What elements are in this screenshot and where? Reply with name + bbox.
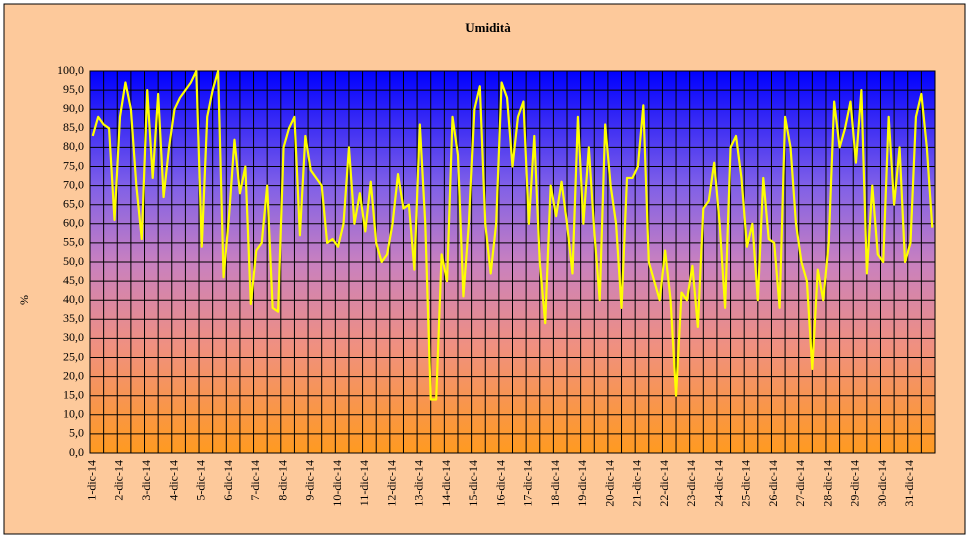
y-tick-label: 55,0 bbox=[63, 235, 84, 249]
x-tick-label: 20-dic-14 bbox=[602, 460, 616, 507]
y-axis-label: % bbox=[17, 295, 31, 305]
y-tick-label: 30,0 bbox=[63, 330, 84, 344]
x-tick-label: 28-dic-14 bbox=[820, 460, 834, 507]
x-tick-label: 30-dic-14 bbox=[875, 460, 889, 507]
chart-title: Umidità bbox=[465, 20, 511, 35]
x-tick-label: 11-dic-14 bbox=[357, 460, 371, 506]
x-tick-label: 14-dic-14 bbox=[439, 460, 453, 507]
x-tick-label: 27-dic-14 bbox=[793, 460, 807, 507]
x-tick-label: 2-dic-14 bbox=[112, 460, 126, 501]
x-tick-label: 5-dic-14 bbox=[194, 460, 208, 501]
y-tick-label: 0,0 bbox=[69, 445, 84, 459]
x-tick-label: 17-dic-14 bbox=[521, 460, 535, 507]
x-tick-label: 31-dic-14 bbox=[902, 460, 916, 507]
y-tick-label: 5,0 bbox=[69, 426, 84, 440]
x-tick-label: 10-dic-14 bbox=[330, 460, 344, 507]
x-tick-label: 13-dic-14 bbox=[412, 460, 426, 507]
y-tick-label: 75,0 bbox=[63, 158, 84, 172]
x-tick-label: 9-dic-14 bbox=[303, 460, 317, 501]
y-tick-label: 25,0 bbox=[63, 349, 84, 363]
x-tick-label: 26-dic-14 bbox=[766, 460, 780, 507]
y-tick-label: 100,0 bbox=[57, 63, 84, 77]
y-tick-label: 35,0 bbox=[63, 311, 84, 325]
x-tick-label: 7-dic-14 bbox=[248, 460, 262, 501]
x-tick-label: 25-dic-14 bbox=[739, 460, 753, 507]
x-tick-label: 18-dic-14 bbox=[548, 460, 562, 507]
x-tick-label: 22-dic-14 bbox=[657, 460, 671, 507]
y-tick-label: 90,0 bbox=[63, 101, 84, 115]
x-tick-label: 16-dic-14 bbox=[493, 460, 507, 507]
y-tick-label: 65,0 bbox=[63, 196, 84, 210]
line-series bbox=[91, 69, 934, 401]
y-tick-label: 45,0 bbox=[63, 273, 84, 287]
x-tick-label: 12-dic-14 bbox=[384, 460, 398, 507]
y-tick-label: 50,0 bbox=[63, 254, 84, 268]
y-tick-label: 85,0 bbox=[63, 120, 84, 134]
y-tick-label: 80,0 bbox=[63, 139, 84, 153]
x-tick-label: 23-dic-14 bbox=[684, 460, 698, 507]
x-tick-label: 19-dic-14 bbox=[575, 460, 589, 507]
x-tick-label: 8-dic-14 bbox=[275, 460, 289, 501]
x-tick-label: 6-dic-14 bbox=[221, 460, 235, 501]
x-tick-label: 24-dic-14 bbox=[711, 460, 725, 507]
y-tick-label: 70,0 bbox=[63, 177, 84, 191]
x-tick-label: 29-dic-14 bbox=[848, 460, 862, 507]
x-tick-label: 15-dic-14 bbox=[466, 460, 480, 507]
y-tick-label: 95,0 bbox=[63, 82, 84, 96]
x-tick-label: 21-dic-14 bbox=[630, 460, 644, 507]
plot-border bbox=[89, 70, 936, 454]
x-tick-label: 3-dic-14 bbox=[139, 460, 153, 501]
y-tick-label: 60,0 bbox=[63, 216, 84, 230]
y-tick-label: 40,0 bbox=[63, 292, 84, 306]
y-tick-label: 20,0 bbox=[63, 368, 84, 382]
y-tick-label: 15,0 bbox=[63, 387, 84, 401]
y-tick-label: 10,0 bbox=[63, 407, 84, 421]
x-tick-label: 1-dic-14 bbox=[84, 460, 98, 501]
x-tick-label: 4-dic-14 bbox=[166, 460, 180, 501]
